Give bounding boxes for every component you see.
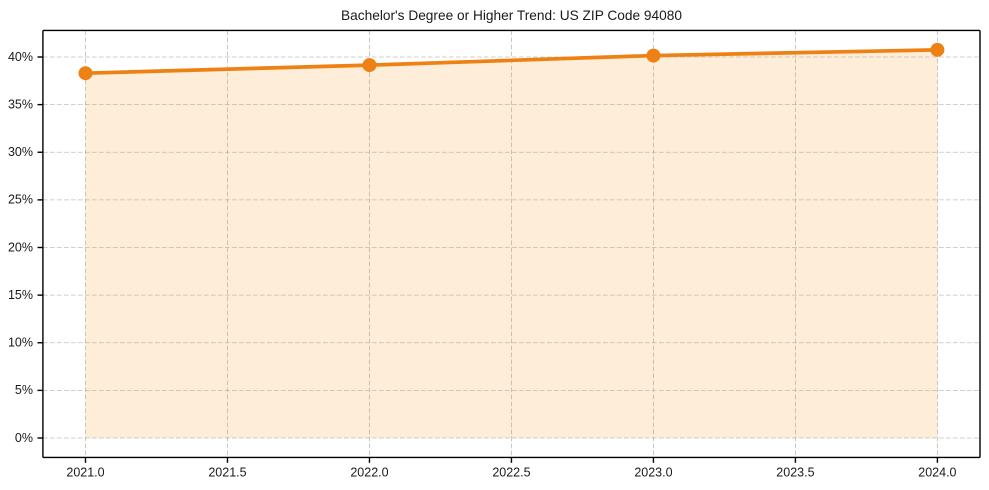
svg-text:35%: 35% <box>8 97 33 111</box>
svg-text:30%: 30% <box>8 145 33 159</box>
svg-text:25%: 25% <box>8 193 33 207</box>
svg-text:2023.0: 2023.0 <box>634 466 672 480</box>
svg-text:2024.0: 2024.0 <box>918 466 956 480</box>
svg-text:15%: 15% <box>8 288 33 302</box>
svg-text:2022.0: 2022.0 <box>350 466 388 480</box>
svg-text:2023.5: 2023.5 <box>776 466 814 480</box>
svg-text:2022.5: 2022.5 <box>492 466 530 480</box>
svg-text:40%: 40% <box>8 50 33 64</box>
svg-text:0%: 0% <box>15 431 33 445</box>
svg-text:2021.0: 2021.0 <box>66 466 104 480</box>
svg-text:5%: 5% <box>15 383 33 397</box>
svg-text:10%: 10% <box>8 336 33 350</box>
svg-text:20%: 20% <box>8 240 33 254</box>
svg-text:2021.5: 2021.5 <box>208 466 246 480</box>
